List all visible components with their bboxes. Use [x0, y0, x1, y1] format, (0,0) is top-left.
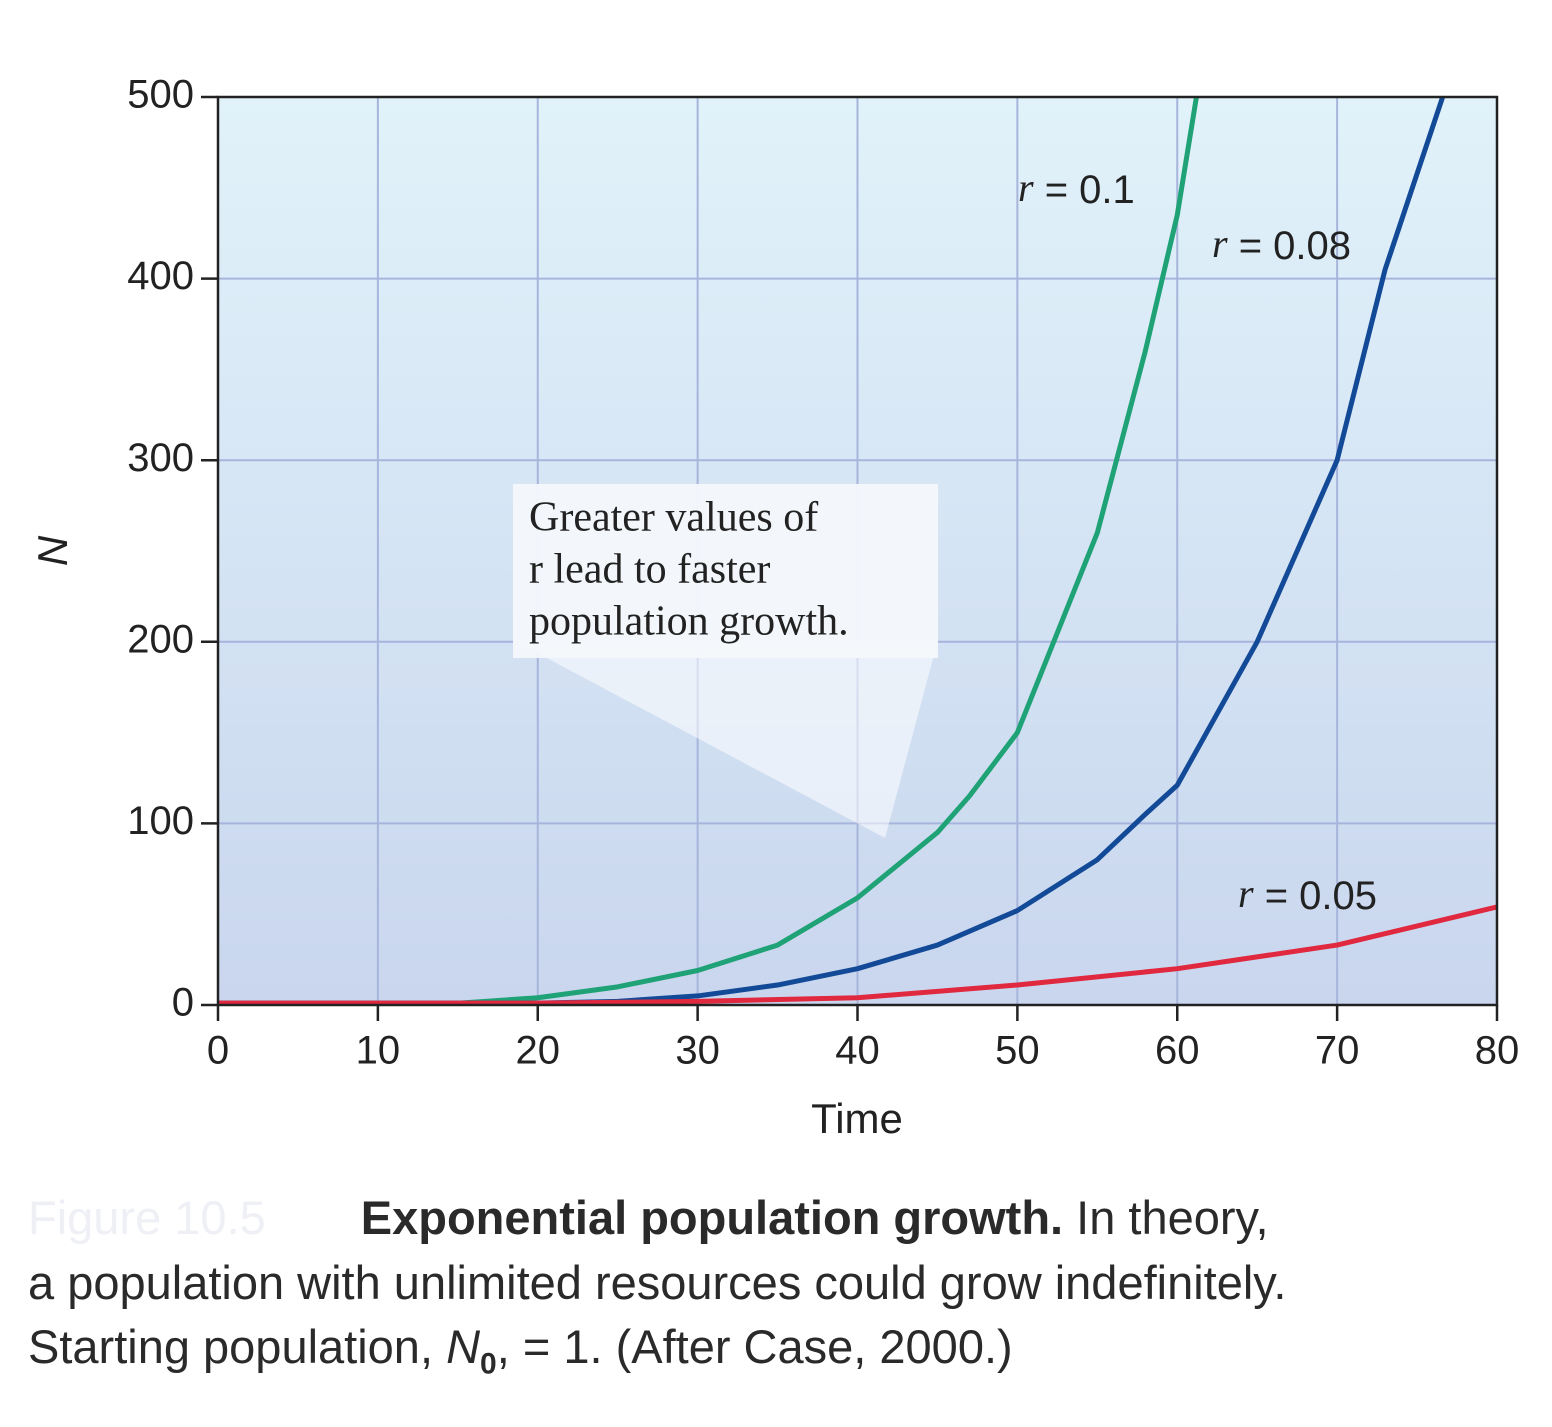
series-label: r = 0.1 — [1018, 165, 1135, 211]
series-label: r = 0.08 — [1212, 221, 1351, 267]
y-axis-label: N — [29, 535, 76, 566]
callout-pointer — [513, 640, 938, 838]
annotation-line: population growth. — [529, 599, 849, 645]
annotation-line: r lead to faster — [529, 547, 770, 593]
x-tick-label: 40 — [835, 1029, 880, 1073]
annotation-line: Greater values of — [529, 495, 818, 541]
x-axis-label: Time — [811, 1095, 903, 1142]
chart: N Time 0 10 20 30 40 50 60 70 80 0 100 200 300 400 500… — [29, 73, 1520, 1143]
caption-text: In theory, — [1063, 1191, 1269, 1244]
y-tick-label: 200 — [127, 617, 194, 661]
x-tick-label: 10 — [356, 1029, 401, 1073]
y-tick-label: 500 — [127, 73, 194, 117]
caption-title: Exponential population growth. — [360, 1191, 1064, 1244]
x-tick-label: 50 — [995, 1029, 1040, 1073]
line-series — [218, 904, 1497, 1006]
x-tick-label: 60 — [1155, 1029, 1200, 1073]
series-label: r = 0.05 — [1238, 871, 1377, 917]
y-tick-label: 300 — [127, 436, 194, 480]
callout-box — [513, 484, 938, 658]
x-tick-label: 20 — [516, 1029, 561, 1073]
caption-line: Figure 10.5 Exponential population growth… — [28, 1186, 1269, 1250]
y-tick-label: 400 — [127, 254, 194, 298]
caption-symbol: N — [446, 1320, 481, 1373]
figure-label: Figure 10.5 — [28, 1191, 266, 1244]
caption-line: Starting population, N0, = 1. (After Cas… — [28, 1315, 1013, 1396]
y-tick-label: 100 — [127, 799, 194, 843]
caption-subscript: 0 — [480, 1347, 497, 1381]
caption-line: a population with unlimited resources co… — [28, 1256, 1287, 1309]
caption-text: Starting population, — [28, 1320, 447, 1373]
caption-text: , = 1. (After Case, 2000.) — [496, 1320, 1013, 1373]
x-tick-label: 0 — [207, 1029, 229, 1073]
x-tick-label: 80 — [1475, 1029, 1520, 1073]
x-tick-label: 30 — [675, 1029, 720, 1073]
y-tick-label: 0 — [172, 981, 194, 1025]
x-tick-label: 70 — [1315, 1029, 1360, 1073]
